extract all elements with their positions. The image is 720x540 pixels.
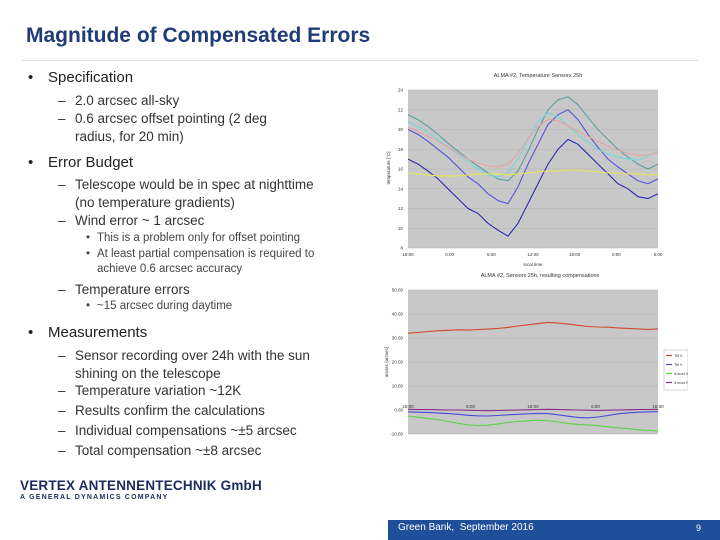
series-line [407, 411, 659, 419]
footer-text: Green Bank, September 2016 [398, 522, 534, 533]
y-tick-label: 20 [398, 127, 404, 132]
y-tick-label: 8 [400, 246, 403, 251]
temperature-sensors-chart: ALMA #2, Temperature Sensors 25h tempera… [386, 73, 663, 267]
title-divider [22, 60, 698, 61]
series-line [407, 408, 659, 412]
x-axis-label: local time [523, 262, 543, 267]
dash-marker: – [58, 111, 66, 126]
dash-marker: – [58, 282, 66, 297]
item-text: Sensor recording over 24h with the sun s… [75, 348, 310, 381]
dash-marker: – [58, 443, 66, 458]
item-text: This is a problem only for offset pointi… [97, 232, 301, 244]
y-tick-label: 18 [398, 147, 404, 152]
x-tick-label: 18:00 [652, 404, 664, 409]
item-text: Total compensation ~±8 arcsec [75, 443, 262, 458]
y-tick-label: 22 [398, 107, 404, 112]
x-tick-label: 12:00 [527, 252, 539, 257]
item-text: Telescope would be in spec at nighttime … [75, 177, 314, 210]
x-tick-label: 6:00 [466, 404, 475, 409]
x-tick-label: 18:00 [527, 404, 539, 409]
dash-marker: – [58, 423, 66, 438]
page-number: 9 [696, 523, 702, 533]
y-tick-label: 24 [398, 88, 404, 93]
item-text: Individual compensations ~±5 arcsec [75, 423, 297, 438]
y-axis-label: arcsec [arcsec] [384, 347, 389, 377]
series-line [407, 169, 658, 177]
footer-bar [388, 520, 720, 540]
item-text: 2.0 arcsec all-sky [75, 93, 180, 108]
item-text: ~15 arcsec during daytime [97, 300, 233, 312]
legend-label: Tilt Y [674, 363, 683, 367]
x-tick-label: 6:00 [654, 252, 663, 257]
slide-title: Magnitude of Compensated Errors [26, 24, 371, 47]
item-text: Wind error ~ 1 arcsec [75, 213, 205, 228]
y-tick-label: 10.00 [392, 384, 404, 389]
company-logo-text: VERTEX ANTENNENTECHNIK GmbH [20, 478, 262, 493]
bullet-label: Measurements [48, 324, 148, 341]
series-line [407, 96, 659, 182]
item-text: Results confirm the calculations [75, 403, 265, 418]
bullet-marker: • [28, 324, 34, 341]
item-text: At least partial compensation is require… [97, 248, 315, 275]
x-tick-label: 18:00 [569, 252, 581, 257]
series-line [407, 415, 659, 432]
company-logo-subtitle: A GENERAL DYNAMICS COMPANY [20, 494, 169, 501]
y-tick-label: 16 [398, 167, 404, 172]
bullet-label: Specification [48, 69, 134, 86]
item-text: Temperature variation ~12K [75, 383, 242, 398]
series-line [407, 109, 659, 205]
bullet-marker: • [28, 154, 34, 171]
chart-title: ALMA #2, Temperature Sensors 25h [494, 73, 583, 79]
dot-marker: • [86, 300, 91, 312]
x-tick-label: 6:00 [487, 252, 496, 257]
dash-marker: – [58, 213, 66, 228]
series-line [407, 138, 659, 237]
legend-label: d.mod.Y [674, 381, 688, 385]
y-tick-label: 0.00 [394, 408, 403, 413]
series-line [407, 321, 659, 334]
dash-marker: – [58, 348, 66, 363]
x-tick-label: 18:00 [402, 252, 414, 257]
item-text: Temperature errors [75, 282, 190, 297]
x-tick-label: 6:00 [591, 404, 600, 409]
dash-marker: – [58, 177, 66, 192]
legend-label: d.mod.X [674, 372, 688, 376]
dot-marker: • [86, 232, 91, 244]
y-tick-label: 10 [398, 226, 404, 231]
chart-title: ALMA #2, Sensors 25h, resulting compensa… [481, 273, 600, 279]
series-line [407, 119, 659, 168]
y-tick-label: 14 [398, 186, 404, 191]
dash-marker: – [58, 383, 66, 398]
legend-label: Tilt X [674, 354, 683, 358]
y-tick-label: 12 [398, 206, 404, 211]
y-tick-label: 30.00 [392, 336, 404, 341]
dash-marker: – [58, 93, 66, 108]
x-tick-label: 0:00 [445, 252, 454, 257]
legend-box [663, 349, 688, 391]
x-tick-label: 18:00 [402, 404, 414, 409]
bullet-label: Error Budget [48, 154, 134, 171]
y-tick-label: -10.00 [390, 432, 403, 437]
y-tick-label: 40.00 [392, 312, 404, 317]
y-tick-label: 20.00 [392, 360, 404, 365]
y-axis-label: temperature [°C] [386, 151, 391, 184]
y-tick-label: 50.00 [392, 288, 404, 293]
compensations-chart: ALMA #2, Sensors 25h, resulting compensa… [384, 273, 688, 437]
dot-marker: • [86, 248, 91, 260]
x-tick-label: 0:00 [612, 252, 621, 257]
bullet-marker: • [28, 69, 34, 86]
dash-marker: – [58, 403, 66, 418]
item-text: 0.6 arcsec offset pointing (2 deg radius… [75, 111, 267, 144]
